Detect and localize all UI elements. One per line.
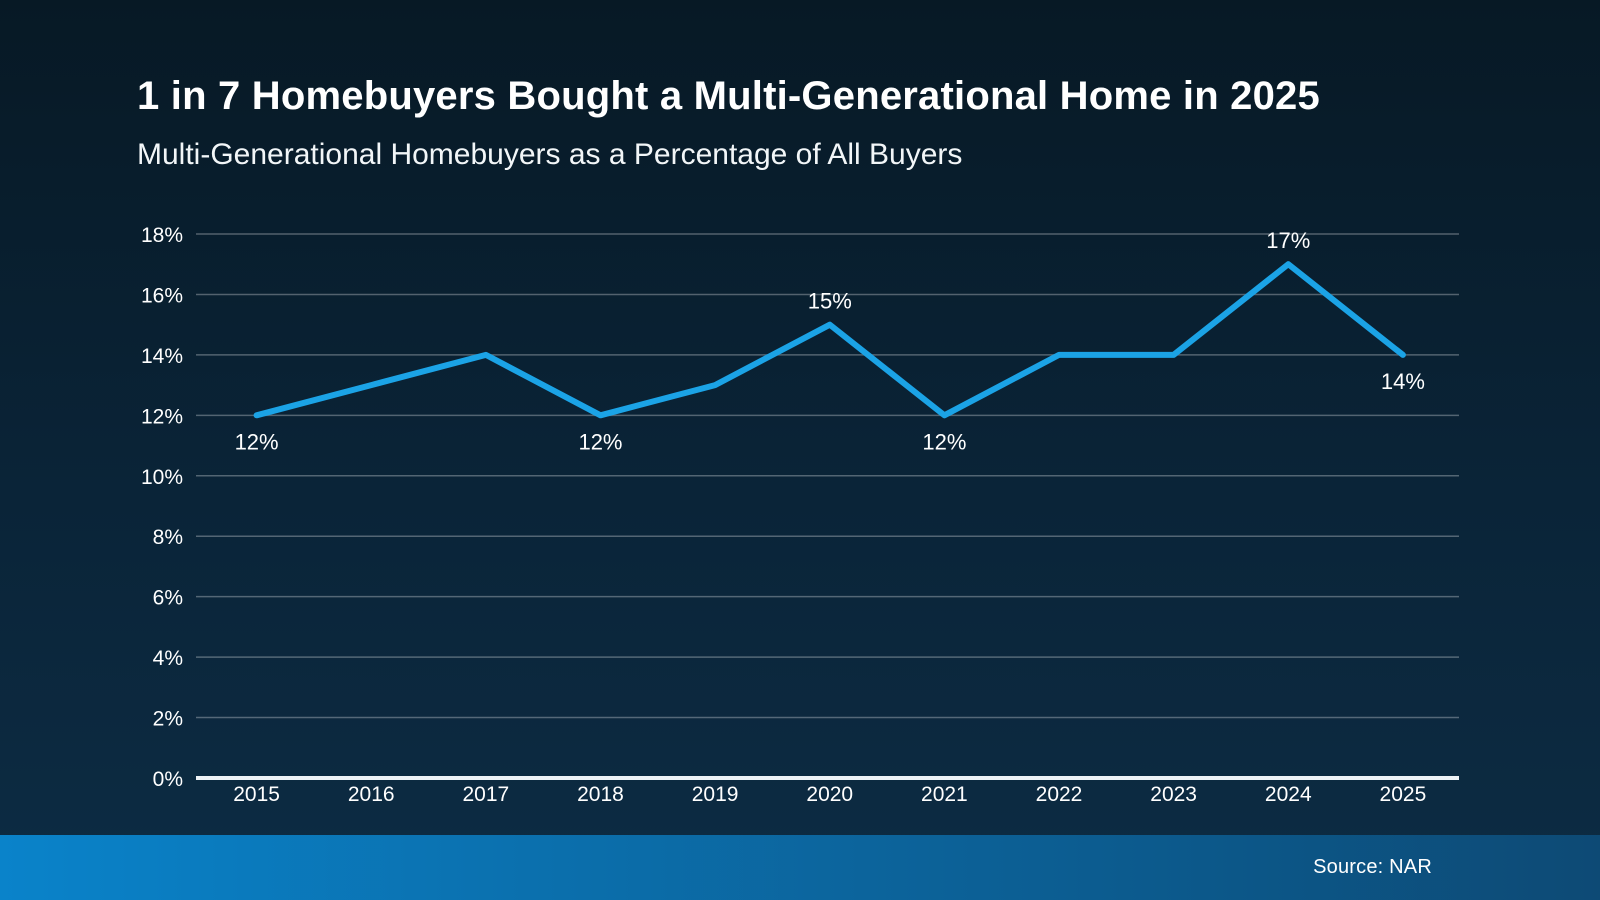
- x-tick-label: 2018: [577, 783, 624, 806]
- y-tick-label: 10%: [141, 466, 183, 489]
- data-label: 12%: [578, 429, 622, 454]
- x-tick-label: 2016: [348, 783, 395, 806]
- x-tick-label: 2015: [233, 783, 280, 806]
- x-tick-label: 2020: [806, 783, 853, 806]
- y-tick-label: 18%: [141, 224, 183, 247]
- y-tick-label: 16%: [141, 284, 183, 307]
- data-label: 12%: [922, 429, 966, 454]
- x-tick-label: 2017: [463, 783, 510, 806]
- y-tick-label: 4%: [153, 647, 183, 670]
- data-label: 14%: [1381, 369, 1425, 394]
- x-tick-label: 2022: [1036, 783, 1083, 806]
- chart-subtitle: Multi-Generational Homebuyers as a Perce…: [137, 138, 963, 171]
- y-tick-label: 2%: [153, 708, 183, 731]
- x-tick-label: 2024: [1265, 783, 1312, 806]
- data-label: 17%: [1266, 228, 1310, 253]
- footer-bar: Source: NAR: [0, 835, 1600, 900]
- trend-line: [253, 261, 1406, 419]
- x-tick-label: 2019: [692, 783, 739, 806]
- data-label: 15%: [808, 289, 852, 314]
- line-chart: 0% 2% 4% 6% 8% 10% 12% 14% 16% 18% 2015 2016 2017 201…: [141, 224, 1459, 806]
- source-credit: Source: NAR: [1313, 856, 1432, 878]
- y-tick-label: 12%: [141, 405, 183, 428]
- chart-title: 1 in 7 Homebuyers Bought a Multi-Generat…: [137, 74, 1320, 118]
- x-tick-label: 2021: [921, 783, 968, 806]
- y-tick-label: 0%: [153, 768, 183, 791]
- y-tick-label: 8%: [153, 526, 183, 549]
- x-tick-label: 2023: [1150, 783, 1197, 806]
- y-tick-label: 14%: [141, 345, 183, 368]
- data-label: 12%: [235, 429, 279, 454]
- y-tick-label: 6%: [153, 587, 183, 610]
- x-tick-label: 2025: [1380, 783, 1427, 806]
